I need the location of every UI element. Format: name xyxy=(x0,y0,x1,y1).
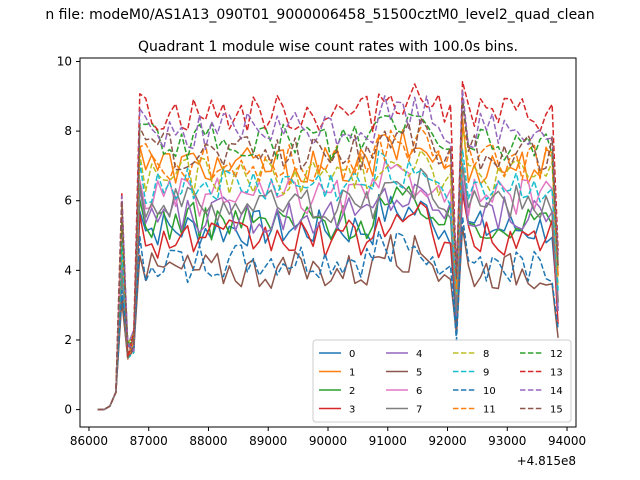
legend-item: 4 xyxy=(386,349,422,360)
legend-item: 11 xyxy=(453,405,496,416)
legend-label: 3 xyxy=(349,405,355,416)
legend-item: 1 xyxy=(319,368,355,379)
series-line-5 xyxy=(97,226,559,411)
x-tick-label: 94000 xyxy=(548,434,586,448)
legend-label: 9 xyxy=(483,368,489,379)
legend-item: 13 xyxy=(520,368,563,379)
legend-item: 10 xyxy=(453,386,496,397)
x-tick-label: 86000 xyxy=(70,434,108,448)
series-line-9 xyxy=(97,148,559,411)
legend-label: 0 xyxy=(349,349,355,360)
chart-title: Quadrant 1 module wise count rates with … xyxy=(138,39,518,55)
figure-suptitle: n file: modeM0/AS1A13_090T01_9000006458_… xyxy=(45,7,594,23)
x-tick-label: 90000 xyxy=(309,434,347,448)
x-tick-label: 89000 xyxy=(249,434,287,448)
legend-label: 6 xyxy=(416,386,422,397)
legend-item: 14 xyxy=(520,386,563,397)
series-line-15 xyxy=(97,101,559,411)
legend-item: 0 xyxy=(319,349,355,360)
legend-label: 2 xyxy=(349,386,355,397)
y-tick-label: 4 xyxy=(64,263,72,277)
y-tick-label: 0 xyxy=(64,403,72,417)
legend-label: 4 xyxy=(416,349,422,360)
x-offset-label: +4.815e8 xyxy=(517,454,576,468)
legend-label: 15 xyxy=(550,405,563,416)
legend-label: 7 xyxy=(416,405,422,416)
legend-item: 12 xyxy=(520,349,563,360)
y-tick-label: 6 xyxy=(64,194,72,208)
legend-label: 5 xyxy=(416,368,422,379)
legend-label: 11 xyxy=(483,405,496,416)
legend-label: 14 xyxy=(550,386,563,397)
series-line-6 xyxy=(97,160,559,411)
series-line-7 xyxy=(97,162,559,411)
x-tick-label: 87000 xyxy=(130,434,168,448)
series-line-8 xyxy=(97,126,559,411)
x-tick-label: 91000 xyxy=(369,434,407,448)
legend-label: 10 xyxy=(483,386,496,397)
series-line-3 xyxy=(97,192,559,411)
series-line-2 xyxy=(97,183,559,411)
y-tick-label: 2 xyxy=(64,333,72,347)
series-line-1 xyxy=(97,116,559,411)
y-tick-label: 10 xyxy=(57,54,72,68)
x-axis: 86000 87000 88000 89000 90000 91000 92000 93000… xyxy=(70,427,586,448)
legend-item: 15 xyxy=(520,405,563,416)
legend-item: 7 xyxy=(386,405,422,416)
legend-item: 5 xyxy=(386,368,422,379)
x-tick-label: 93000 xyxy=(488,434,526,448)
legend-item: 9 xyxy=(453,368,489,379)
legend-label: 8 xyxy=(483,349,489,360)
y-axis: 0 2 4 6 8 10 xyxy=(57,54,80,417)
x-tick-label: 88000 xyxy=(189,434,227,448)
legend-item: 6 xyxy=(386,386,422,397)
legend-label: 12 xyxy=(550,349,563,360)
series-line-14 xyxy=(97,89,559,411)
legend-label: 1 xyxy=(349,368,355,379)
legend-box xyxy=(312,339,572,423)
series-line-10 xyxy=(97,215,559,411)
y-tick-label: 8 xyxy=(64,124,72,138)
legend-item: 8 xyxy=(453,349,489,360)
legend-item: 3 xyxy=(319,405,355,416)
legend-item: 2 xyxy=(319,386,355,397)
series-line-0 xyxy=(97,187,559,411)
series-line-12 xyxy=(97,96,559,411)
series-lines xyxy=(97,80,559,411)
legend-label: 13 xyxy=(550,368,563,379)
x-tick-label: 92000 xyxy=(428,434,466,448)
